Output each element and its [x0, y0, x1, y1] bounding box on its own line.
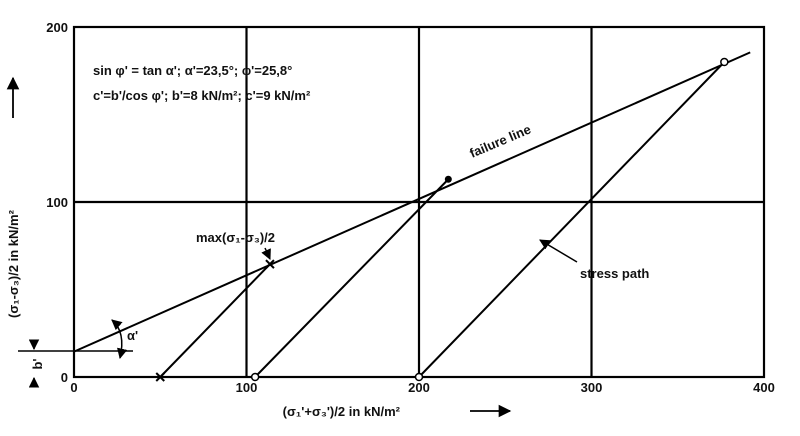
y-tick-label: 200: [46, 20, 68, 35]
max-stress-arrow: [261, 247, 271, 260]
x-tick-label: 0: [70, 380, 77, 395]
max-stress-label: max(σ₁-σ₃)/2: [196, 230, 275, 245]
y-tick-label: 100: [46, 195, 68, 210]
alpha-label: α': [127, 328, 138, 343]
point-marker-open: [414, 372, 424, 382]
grid: [72, 25, 766, 379]
point-marker-x: [155, 372, 165, 382]
x-tick-label: 100: [236, 380, 258, 395]
x-tick-label: 300: [581, 380, 603, 395]
formula-line-1: sin φ' = tan α'; α'=23,5°; φ'=25,8°: [93, 63, 292, 78]
point-marker-dot: [444, 175, 452, 183]
point-markers: [155, 57, 729, 382]
alpha-angle-arc: [111, 319, 128, 360]
x-tick-labels: 0 100 200 300 400: [70, 380, 774, 395]
failure-line-label: failure line: [467, 122, 533, 161]
failure-line: [73, 51, 751, 353]
stress-path-arrow: [539, 239, 578, 263]
x-tick-label: 200: [408, 380, 430, 395]
b-prime-label: b': [30, 358, 45, 369]
point-marker-x: [265, 259, 275, 269]
point-marker-open: [250, 372, 260, 382]
series-lines: [73, 51, 751, 378]
stress-path-line: [254, 178, 450, 378]
x-tick-label: 400: [753, 380, 775, 395]
stress-path-line: [159, 263, 271, 378]
y-axis-title: (σ₁-σ₃)/2 in kN/m²: [6, 209, 21, 318]
y-tick-labels: 0 100 200: [46, 20, 68, 385]
stress-path-label: stress path: [580, 266, 649, 281]
x-axis-title: (σ₁'+σ₃')/2 in kN/m²: [283, 404, 401, 419]
point-marker-open: [720, 57, 729, 67]
formula-line-2: c'=b'/cos φ'; b'=8 kN/m²; c'=9 kN/m²: [93, 88, 311, 103]
y-tick-label: 0: [61, 370, 68, 385]
stress-path-line: [418, 61, 726, 378]
